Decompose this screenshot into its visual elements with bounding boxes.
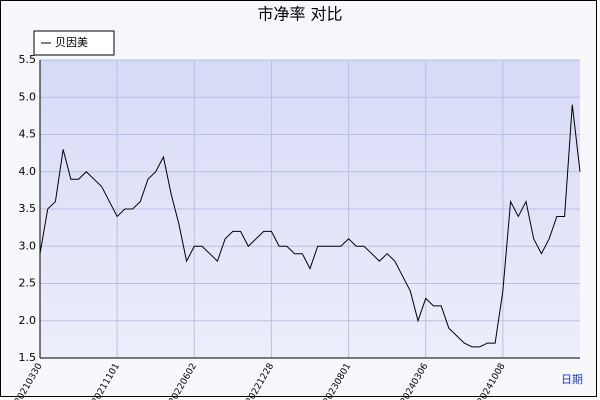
- y-tick-label: 4.0: [19, 165, 37, 178]
- legend-label: 贝因美: [55, 36, 88, 49]
- x-axis-label: 日期: [561, 373, 583, 386]
- y-tick-label: 2.5: [19, 277, 37, 290]
- y-tick-label: 1.5: [19, 351, 37, 364]
- y-tick-label: 4.5: [19, 128, 37, 141]
- y-tick-label: 2.0: [19, 314, 37, 327]
- y-tick-label: 3.5: [19, 202, 37, 215]
- data-line: [39, 104, 581, 348]
- chart-title: 市净率 对比: [257, 5, 342, 24]
- y-tick-label: 3.0: [19, 239, 37, 252]
- y-tick-label: 5.0: [19, 90, 37, 103]
- y-tick-label: 5.5: [19, 53, 37, 66]
